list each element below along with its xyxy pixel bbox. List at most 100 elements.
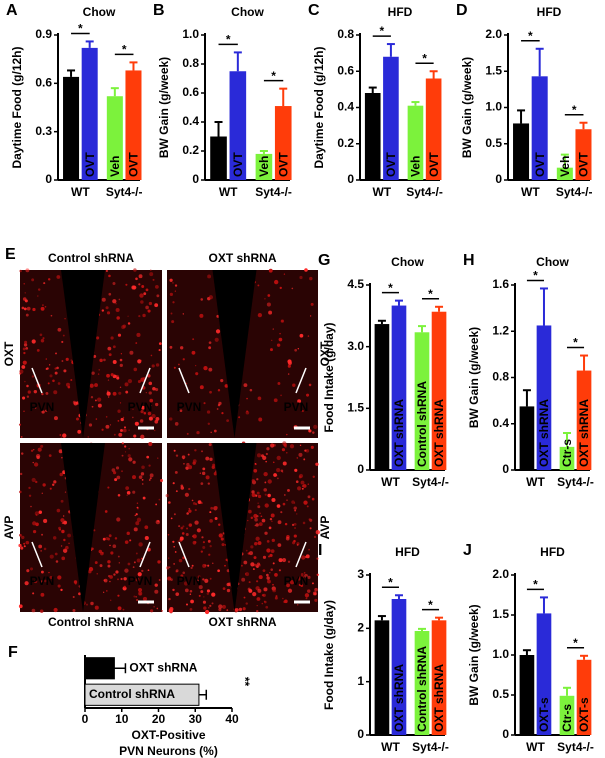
significance-star: * [388,281,393,295]
fluorescence-dot [307,575,311,579]
bar-label: Veh [212,156,226,177]
fluorescence-dot [221,412,224,415]
fluorescence-dot [286,451,288,454]
fluorescence-dot [265,605,269,609]
y-tick-label: 0 [357,462,364,476]
fluorescence-dot [287,560,291,563]
fluorescence-dot [108,534,112,538]
fluorescence-dot [117,419,120,422]
fluorescence-dot [258,417,263,422]
fluorescence-dot [251,479,255,483]
fluorescence-dot [40,549,42,552]
fluorescence-dot [291,287,294,290]
fluorescence-dot [285,536,290,541]
fluorescence-dot [28,486,31,490]
fluorescence-dot [169,345,173,349]
fluorescence-dot [20,546,24,550]
fluorescence-dot [179,409,183,413]
fluorescence-dot [251,490,255,494]
fluorescence-dot [206,410,211,414]
fluorescence-dot [291,523,295,527]
fluorescence-dot [61,360,64,362]
fluorescence-dot [148,464,151,467]
fluorescence-dot [36,455,40,460]
fluorescence-dot [152,386,156,391]
fluorescence-dot [167,576,172,581]
fluorescence-dot [246,410,249,413]
fluorescence-dot [52,379,55,383]
fluorescence-dot [245,572,250,577]
fluorescence-dot [287,360,292,365]
fluorescence-dot [175,490,178,493]
fluorescence-dot [215,329,221,334]
panel-letter: J [463,542,472,559]
fluorescence-dot [198,585,203,590]
fluorescence-dot [301,409,304,413]
fluorescence-dot [202,541,205,544]
bar [383,56,399,180]
fluorescence-dot [267,579,271,584]
fluorescence-dot [73,401,78,406]
fluorescence-dot [256,478,259,481]
fluorescence-dot [32,307,36,312]
fluorescence-dot [70,359,72,361]
fluorescence-dot [294,509,297,512]
fluorescence-dot [49,487,52,490]
fluorescence-dot [112,471,117,475]
fluorescence-dot [266,548,271,553]
fluorescence-dot [263,587,268,592]
fluorescence-dot [120,417,124,422]
fluorescence-dot [43,547,47,551]
y-tick-label: 0 [192,172,199,186]
fluorescence-dot [274,572,278,577]
fluorescence-dot [21,365,26,369]
significance-star: * [226,33,231,47]
fluorescence-dot [196,431,200,435]
y-tick-label: 1.0 [485,100,502,114]
bar [364,93,381,180]
fluorescence-dot [253,468,258,473]
fluorescence-dot [261,594,265,597]
fluorescence-dot [55,560,59,563]
group-label: WT [381,475,400,489]
fluorescence-dot [168,557,170,559]
fluorescence-dot [149,477,152,480]
y-tick-label: 0.8 [492,370,509,384]
fluorescence-dot [21,452,24,455]
fluorescence-dot [155,285,159,289]
fluorescence-dot [203,402,206,405]
fluorescence-dot [138,475,143,479]
fluorescence-dot [174,422,179,426]
bar [519,406,535,470]
fluorescence-dot [150,354,153,357]
fluorescence-dot [18,543,22,548]
fluorescence-dot [269,572,271,574]
fluorescence-dot [72,609,76,613]
fluorescence-dot [115,466,120,470]
fluorescence-dot [64,491,67,493]
region-label: PVN [177,400,202,414]
x-tick-label: 10 [115,712,129,726]
fluorescence-dot [154,583,158,587]
bar-label: OVT [231,152,245,177]
fluorescence-dot [305,597,308,600]
fluorescence-dot [26,569,30,573]
bar-label: OXT shRNA [432,399,446,467]
fluorescence-dot [141,479,144,481]
fluorescence-dot [200,482,204,486]
fluorescence-dot [120,353,123,355]
fluorescence-dot [188,523,193,527]
fluorescence-dot [293,522,297,526]
fluorescence-dot [202,467,206,471]
x-axis-label: PVN Neurons (%) [119,744,218,758]
fluorescence-dot [189,589,193,593]
fluorescence-dot [314,587,318,592]
fluorescence-dot [301,485,304,487]
fluorescence-dot [250,545,254,549]
y-tick-label: 1.5 [347,401,364,415]
fluorescence-dot [119,363,123,368]
fluorescence-dot [220,379,224,383]
fluorescence-dot [271,538,275,543]
y-tick-label: 0 [347,172,354,186]
bar-label: OXT shRNA [432,664,446,732]
